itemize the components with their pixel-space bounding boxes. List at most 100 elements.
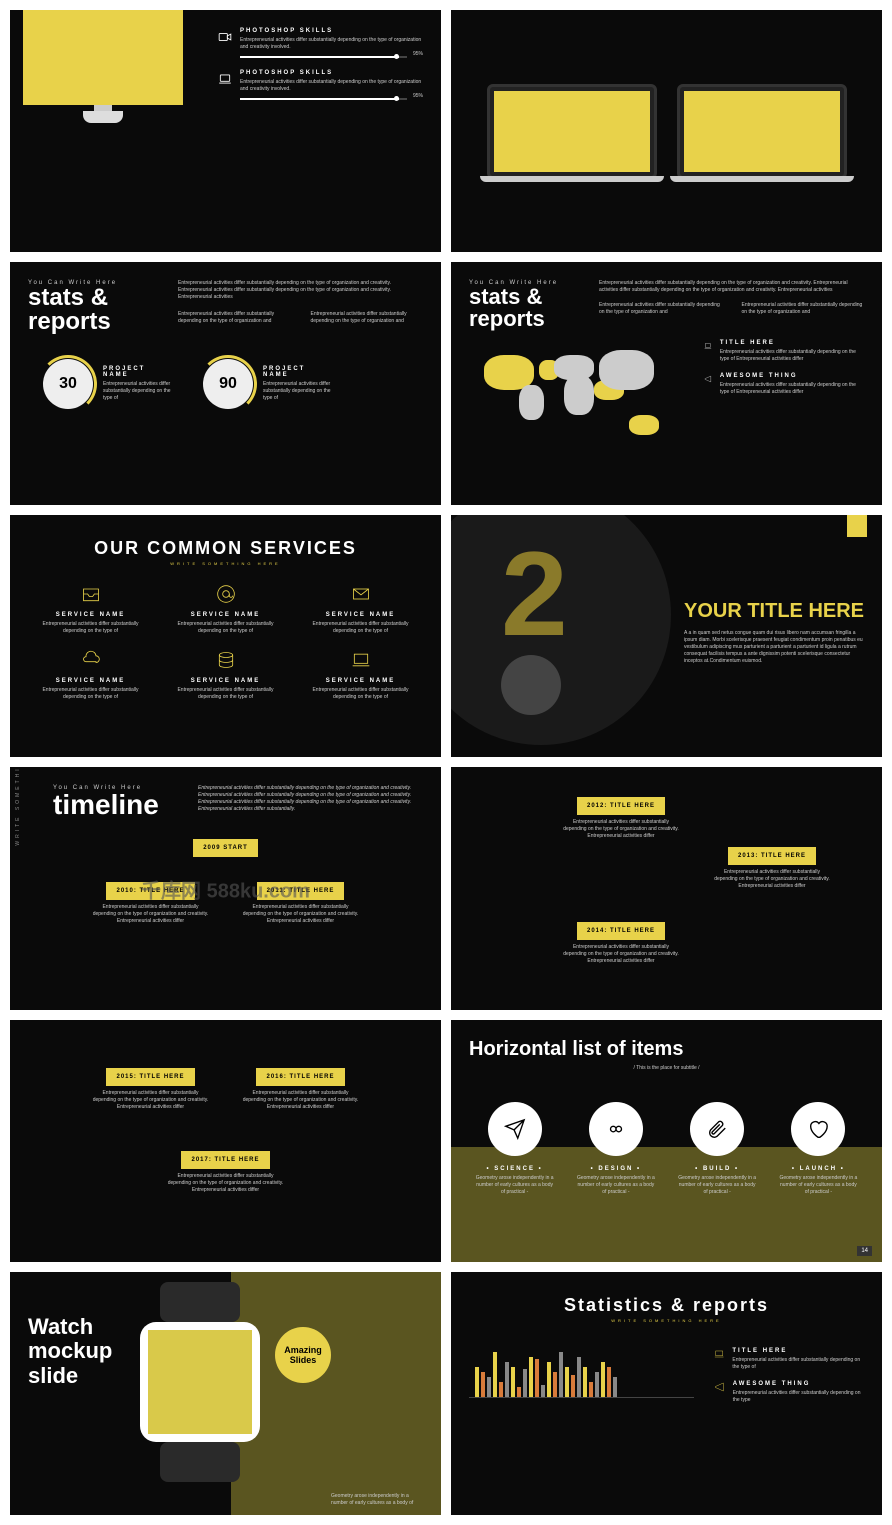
cloud-icon <box>81 650 101 670</box>
slide-services: OUR COMMON SERVICES WRITE SOMETHING HERE… <box>10 515 441 757</box>
slide-title-2: 2 YOUR TITLE HERE A a in quam sed netus … <box>451 515 882 757</box>
slide-timeline-1: WRITE SOMETHING You Can Write Here timel… <box>10 767 441 1009</box>
service-name: SERVICE NAME <box>168 678 283 684</box>
side-title: TITLE HERE <box>720 340 864 346</box>
project-desc: Entrepreneurial activities differ substa… <box>263 381 333 402</box>
watch-desc: Geometry arose independently in a number… <box>331 1493 421 1507</box>
service-name: SERVICE NAME <box>303 612 418 618</box>
side-desc: Entrepreneurial activities differ substa… <box>732 1357 864 1371</box>
coins-image <box>501 655 561 715</box>
service-desc: Entrepreneurial activities differ substa… <box>168 621 283 635</box>
skill-pct: 95% <box>413 93 423 100</box>
service-name: SERVICE NAME <box>168 612 283 618</box>
inbox-icon <box>81 584 101 604</box>
clip-icon <box>706 1118 728 1140</box>
skill-title: PHOTOSHOP SKILLS <box>240 28 423 34</box>
service-name: SERVICE NAME <box>33 612 148 618</box>
video-icon <box>218 30 232 44</box>
side-label: WRITE SOMETHING <box>15 767 21 845</box>
section-body: A a in quam sed netus congue quam dui ri… <box>684 630 864 665</box>
service-desc: Entrepreneurial activities differ substa… <box>303 687 418 701</box>
slide-stats-map: You Can Write Here stats & reports Entre… <box>451 262 882 504</box>
section-title: Watch mockup slide <box>28 1315 128 1388</box>
slide-stats-1: You Can Write Here stats & reports Entre… <box>10 262 441 504</box>
item-title: • SCIENCE • <box>475 1166 555 1172</box>
section-title: Horizontal list of items <box>469 1038 864 1061</box>
section-title: OUR COMMON SERVICES <box>28 538 423 559</box>
big-number: 2 <box>501 525 568 663</box>
skill-pct: 95% <box>413 51 423 58</box>
skill-title: PHOTOSHOP SKILLS <box>240 70 423 76</box>
timeline-desc: Entrepreneurial activities differ substa… <box>241 904 361 925</box>
timeline-label: 2016: TITLE HERE <box>256 1068 344 1086</box>
slide-stats-chart: Statistics & reports WRITE SOMETHING HER… <box>451 1272 882 1514</box>
amazing-badge: Amazing Slides <box>275 1327 331 1383</box>
stat-circle: 90 <box>203 359 253 409</box>
slide-horizontal-list: Horizontal list of items / This is the p… <box>451 1020 882 1262</box>
megaphone-icon <box>714 1381 725 1393</box>
stat-circle: 30 <box>43 359 93 409</box>
timeline-label: 2015: TITLE HERE <box>106 1068 194 1086</box>
service-desc: Entrepreneurial activities differ substa… <box>303 621 418 635</box>
laptop-mockup <box>487 84 657 179</box>
plane-icon <box>504 1118 526 1140</box>
skill-desc: Entrepreneurial activities differ substa… <box>240 79 423 93</box>
side-desc: Entrepreneurial activities differ substa… <box>733 1390 864 1404</box>
slide-timeline-3: 2015: TITLE HERE Entrepreneurial activiti… <box>10 1020 441 1262</box>
section-sub: / This is the place for subtitle / <box>469 1065 864 1072</box>
skill-desc: Entrepreneurial activities differ substa… <box>240 37 423 51</box>
item-title: • LAUNCH • <box>778 1166 858 1172</box>
project-name: PROJECT NAME <box>263 366 333 378</box>
side-desc: Entrepreneurial activities differ substa… <box>720 349 864 363</box>
timeline-desc: Entrepreneurial activities differ substa… <box>91 904 211 925</box>
timeline-desc: Entrepreneurial activities differ substa… <box>91 1090 211 1111</box>
item-desc: Geometry arose independently in a number… <box>677 1175 757 1196</box>
col-text: Entrepreneurial activities differ substa… <box>311 311 424 325</box>
section-title: stats & reports <box>469 286 579 330</box>
item-title: • DESIGN • <box>576 1166 656 1172</box>
section-title: timeline <box>53 791 173 819</box>
slide-timeline-2: 2012: TITLE HERE Entrepreneurial activiti… <box>451 767 882 1009</box>
timeline-desc: Entrepreneurial activities differ substa… <box>166 1173 286 1194</box>
laptop-icon <box>704 340 712 352</box>
item-desc: Geometry arose independently in a number… <box>475 1175 555 1196</box>
laptop-icon <box>714 1348 724 1360</box>
at-icon <box>216 584 236 604</box>
side-desc: Entrepreneurial activities differ substa… <box>720 382 864 396</box>
section-title: YOUR TITLE HERE <box>684 600 864 622</box>
service-name: SERVICE NAME <box>33 678 148 684</box>
service-desc: Entrepreneurial activities differ substa… <box>168 687 283 701</box>
timeline-label: 2014: TITLE HERE <box>577 922 665 940</box>
section-sub: WRITE SOMETHING HERE <box>469 1318 864 1323</box>
mail-icon <box>351 584 371 604</box>
service-name: SERVICE NAME <box>303 678 418 684</box>
timeline-label: 2017: TITLE HERE <box>181 1151 269 1169</box>
timeline-desc: Entrepreneurial activities differ substa… <box>561 944 681 965</box>
accent-block <box>847 515 867 537</box>
timeline-label: 2013: TITLE HERE <box>728 847 816 865</box>
slide-skills: PHOTOSHOP SKILLS Entrepreneurial activit… <box>10 10 441 252</box>
page-number: 14 <box>857 1246 872 1256</box>
section-sub: WRITE SOMETHING HERE <box>28 561 423 566</box>
col-text: Entrepreneurial activities differ substa… <box>178 311 291 325</box>
timeline-label: 2012: TITLE HERE <box>577 797 665 815</box>
service-desc: Entrepreneurial activities differ substa… <box>33 687 148 701</box>
timeline-desc: Entrepreneurial activities differ substa… <box>241 1090 361 1111</box>
side-title: AWESOME THING <box>733 1381 864 1387</box>
service-desc: Entrepreneurial activities differ substa… <box>33 621 148 635</box>
megaphone-icon <box>704 373 712 385</box>
item-desc: Geometry arose independently in a number… <box>576 1175 656 1196</box>
laptop-icon <box>218 72 232 86</box>
timeline-desc: Entrepreneurial activities differ substa… <box>561 819 681 840</box>
watch-mockup <box>130 1292 270 1472</box>
project-name: PROJECT NAME <box>103 366 173 378</box>
section-para: Entrepreneurial activities differ substa… <box>198 785 423 819</box>
watermark: 千库网 588ku.com <box>141 874 310 903</box>
slide-laptops <box>451 10 882 252</box>
monitor-mockup <box>23 10 183 105</box>
section-title: stats & reports <box>28 286 158 334</box>
project-desc: Entrepreneurial activities differ substa… <box>103 381 173 402</box>
col-text: Entrepreneurial activities differ substa… <box>599 302 722 316</box>
timeline-desc: Entrepreneurial activities differ substa… <box>712 869 832 890</box>
heart-icon <box>807 1118 829 1140</box>
